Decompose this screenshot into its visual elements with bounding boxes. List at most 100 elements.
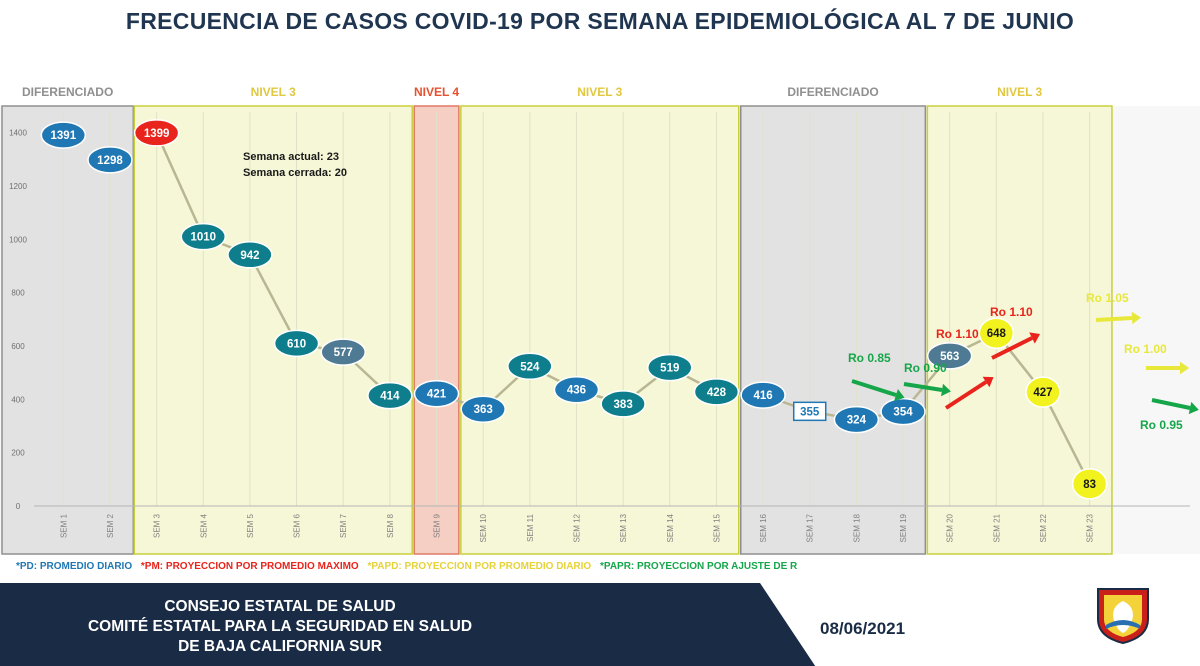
x-tick-label: SEM 11 [526, 513, 535, 541]
data-point [367, 381, 413, 410]
y-tick-label: 600 [11, 342, 25, 351]
axis-layer: 0 200 400 600 800 1000 1200 1400 SEM 1 SEM 2 SEM 3… [9, 129, 1095, 543]
data-point [1071, 468, 1108, 500]
ro-label: Ro 0.85 [848, 351, 891, 365]
ro-arrow [991, 336, 1033, 360]
data-label: 355 [800, 406, 820, 418]
data-label: 563 [940, 351, 959, 363]
x-tick-label: SEM 8 [386, 513, 395, 538]
ro-label: Ro 1.10 [936, 327, 979, 341]
week-annotation: Semana actual: 23 [243, 151, 339, 163]
data-point [133, 119, 180, 147]
legend-item-papd: *PAPD: PROYECCION POR PROMEDIO DIARIO [367, 561, 592, 572]
x-tick-label: SEM 13 [619, 513, 628, 542]
y-tick-label: 1400 [9, 129, 27, 138]
data-point [507, 352, 553, 381]
zones-layer: DIFERENCIADO NIVEL 3 NIVEL 4 NIVEL 3 DIFEREN… [0, 85, 1200, 555]
x-tick-label: SEM 20 [946, 513, 955, 542]
x-tick-label: SEM 1 [59, 513, 68, 538]
footer-organization: CONSEJO ESTATAL DE SALUD COMITÉ ESTATAL … [30, 597, 530, 657]
zone-3 [460, 105, 740, 555]
zone-0 [1, 105, 135, 555]
data-label: 1399 [144, 128, 170, 140]
data-point [227, 241, 273, 269]
x-tick-label: SEM 22 [1039, 513, 1048, 542]
covid-weekly-chart: DIFERENCIADO NIVEL 3 NIVEL 4 NIVEL 3 DIFEREN… [0, 85, 1200, 555]
x-tick-label: SEM 14 [666, 513, 675, 542]
data-point [978, 317, 1015, 349]
data-point [320, 338, 366, 366]
zone-label-0: DIFERENCIADO [22, 85, 113, 99]
data-label: 524 [520, 361, 540, 373]
ro-arrow [903, 382, 943, 392]
zone-label-1: NIVEL 3 [251, 85, 296, 99]
legend-item-pd: *PD: PROMEDIO DIARIO [16, 561, 133, 572]
data-label: 610 [287, 338, 306, 350]
data-point [413, 379, 460, 408]
x-tick-label: SEM 6 [293, 513, 302, 538]
marker-layer: 1391 1298 1399 1010 942 610 577 414 421 363 524 436… [40, 119, 1108, 500]
ro-label: Ro 1.00 [1124, 342, 1167, 356]
data-point [87, 146, 133, 174]
data-point [740, 381, 786, 409]
data-point [1025, 376, 1061, 408]
x-tick-label: SEM 16 [759, 513, 768, 542]
y-tick-label: 800 [11, 289, 25, 298]
data-point [600, 390, 646, 418]
data-point [180, 222, 227, 251]
data-label: 383 [614, 399, 633, 411]
data-label: 427 [1033, 387, 1052, 399]
x-tick-label: SEM 18 [852, 513, 861, 542]
ro-arrow-head [1029, 332, 1041, 344]
data-label: 519 [660, 363, 679, 375]
data-label: 1298 [97, 155, 123, 167]
x-tick-label: SEM 5 [246, 513, 255, 538]
footer-bar: CONSEJO ESTATAL DE SALUD COMITÉ ESTATAL … [0, 583, 1200, 666]
zone-label-3: NIVEL 3 [577, 85, 622, 99]
x-tick-label: SEM 7 [339, 513, 348, 538]
week-annotation: Semana cerrada: 20 [243, 167, 347, 179]
ro-arrow [851, 379, 897, 397]
x-tick-label: SEM 3 [153, 513, 162, 538]
x-tick-label: SEM 19 [899, 513, 908, 542]
data-label: 942 [240, 250, 259, 262]
page-title: FRECUENCIA DE CASOS COVID-19 POR SEMANA … [125, 8, 1075, 34]
ro-arrow-head [1131, 311, 1141, 325]
data-point [833, 405, 880, 434]
zone-1 [133, 105, 413, 555]
zone-label-2: NIVEL 4 [414, 85, 459, 99]
footer-line-3: DE BAJA CALIFORNIA SUR [178, 638, 382, 655]
ro-arrow-head [1180, 361, 1189, 375]
x-tick-label: SEM 10 [479, 513, 488, 542]
zone-4 [740, 105, 927, 555]
data-label: 436 [567, 385, 586, 397]
legend-item-papr: *PAPR: PROYECCION POR AJUSTE DE R [600, 561, 798, 572]
legend-item-pm: *PM: PROYECCION POR PROMEDIO MAXIMO [140, 561, 359, 572]
x-tick-label: SEM 23 [1086, 513, 1095, 542]
zone-label-4: DIFERENCIADO [787, 85, 878, 99]
data-label: 421 [427, 389, 447, 401]
ro-label: Ro 1.10 [990, 305, 1033, 319]
footer-line-2: COMITÉ ESTATAL PARA LA SEGURIDAD EN SALU… [87, 618, 473, 635]
annotation-layer: Semana actual: 23 Semana cerrada: 20 Ro 0.… [243, 151, 1199, 432]
legend: *PD: PROMEDIO DIARIO *PM: PROYECCION POR… [16, 561, 1196, 572]
ro-label: Ro 1.05 [1086, 291, 1129, 305]
x-tick-label: SEM 2 [106, 513, 115, 538]
y-tick-label: 0 [16, 502, 21, 511]
x-tick-label: SEM 9 [433, 513, 442, 538]
data-point [553, 375, 600, 404]
y-tick-label: 1000 [9, 235, 27, 244]
x-tick-label: SEM 4 [199, 513, 208, 538]
ro-label: Ro 0.95 [1140, 418, 1183, 432]
data-point [40, 121, 87, 149]
ro-arrow [944, 380, 988, 410]
footer-line-1: CONSEJO ESTATAL DE SALUD [164, 598, 396, 615]
data-point [792, 401, 827, 422]
x-tick-label: SEM 21 [992, 513, 1001, 542]
x-tick-label: SEM 17 [806, 513, 815, 542]
data-label: 577 [334, 347, 353, 359]
data-label: 1010 [190, 232, 216, 244]
data-point [647, 353, 693, 382]
ro-arrow [1151, 398, 1191, 410]
ro-arrow-head [941, 383, 951, 397]
